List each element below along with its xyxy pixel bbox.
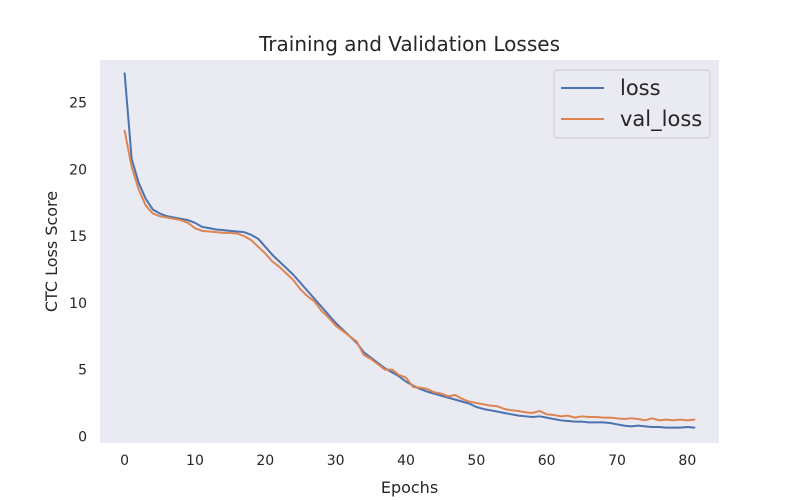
x-axis-ticks: 0 10 20 30 40 50 60 70 80: [120, 453, 696, 469]
x-tick-label: 10: [186, 453, 204, 469]
series-lines: [123, 72, 696, 429]
x-tick-label: 30: [327, 453, 345, 469]
x-axis-label: Epochs: [381, 478, 438, 497]
chart-title: Training and Validation Losses: [258, 32, 560, 56]
series-line-val-loss: [123, 129, 696, 422]
legend-label-loss: loss: [620, 76, 661, 100]
x-tick-label: 60: [538, 453, 556, 469]
y-tick-label: 5: [78, 363, 87, 379]
y-tick-label: 0: [78, 429, 87, 445]
x-tick-label: 70: [608, 453, 626, 469]
y-tick-label: 20: [69, 162, 87, 178]
y-tick-label: 10: [69, 296, 87, 312]
x-tick-label: 20: [256, 453, 274, 469]
x-tick-label: 50: [467, 453, 485, 469]
legend-label-val-loss: val_loss: [620, 107, 702, 132]
x-tick-label: 80: [678, 453, 696, 469]
y-tick-label: 15: [69, 229, 87, 245]
y-axis-label: CTC Loss Score: [42, 191, 61, 312]
y-tick-label: 25: [69, 96, 87, 112]
y-axis-ticks: 0 5 10 15 20 25: [69, 96, 87, 446]
legend: loss val_loss: [553, 69, 711, 139]
x-tick-label: 40: [397, 453, 415, 469]
x-tick-label: 0: [120, 453, 129, 469]
